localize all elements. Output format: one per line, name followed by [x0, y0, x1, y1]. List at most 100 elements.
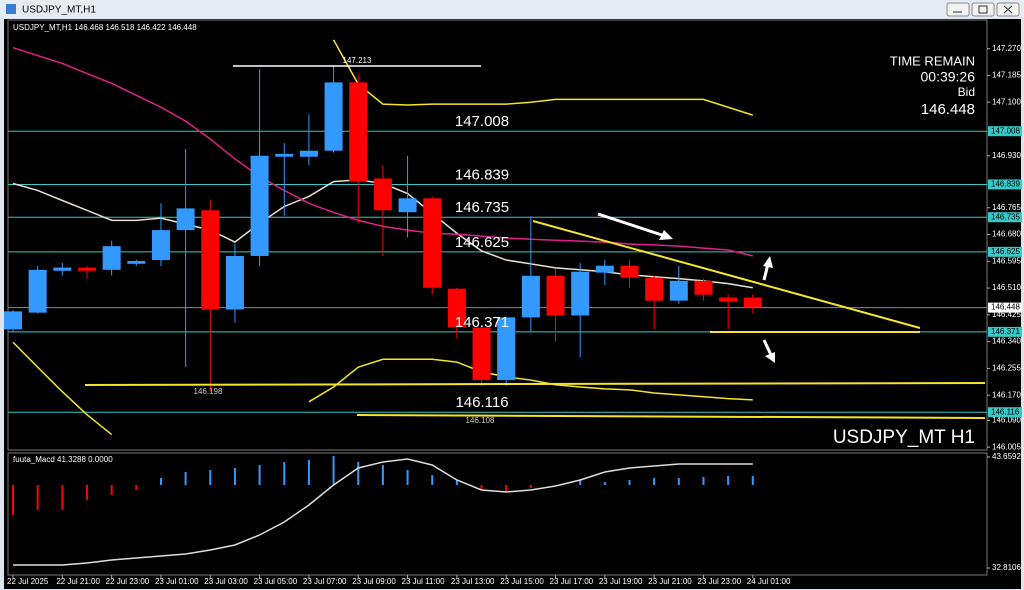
- candle-body: [102, 246, 121, 270]
- x-tick-label: 23 Jul 03:00: [204, 577, 248, 586]
- candle-body: [201, 210, 220, 310]
- x-tick-label: 23 Jul 15:00: [500, 577, 544, 586]
- candle-body: [77, 267, 96, 271]
- candle-body: [669, 280, 688, 301]
- y-tick-label: 147.185: [992, 71, 1021, 80]
- x-tick-label: 23 Jul 05:00: [254, 577, 298, 586]
- icon: [978, 5, 988, 14]
- candle-body: [521, 275, 540, 318]
- level-label: 146.371: [455, 314, 509, 331]
- candle-body: [595, 265, 614, 273]
- candle-body: [28, 269, 47, 313]
- restore-button[interactable]: [971, 2, 995, 17]
- x-tick-label: 23 Jul 19:00: [599, 577, 643, 586]
- level-label: 147.008: [455, 113, 509, 130]
- high-label: 147.213: [343, 56, 372, 65]
- y-tick-label: 146.090: [992, 415, 1021, 424]
- window-icon: [6, 4, 16, 14]
- level-tag: [988, 126, 1022, 137]
- candle-body: [151, 230, 170, 261]
- x-tick-label: 23 Jul 13:00: [451, 577, 495, 586]
- candle-body: [645, 277, 664, 301]
- level-tag-label: 146.116: [991, 407, 1020, 416]
- y-tick-label: 146.510: [992, 283, 1021, 292]
- window-buttons[interactable]: [946, 2, 1020, 17]
- timer-time: 00:39:26: [921, 69, 976, 85]
- x-tick-label: 22 Jul 23:00: [106, 577, 150, 586]
- y-tick-label: 146.680: [992, 230, 1021, 239]
- candle-body: [373, 178, 392, 211]
- candle-body: [571, 271, 590, 316]
- macd-y-tick-label: 32.8106: [992, 563, 1021, 572]
- candle-body: [497, 317, 516, 381]
- trend-line: [532, 220, 921, 329]
- candle-body: [299, 150, 318, 157]
- candle-body: [743, 297, 762, 308]
- candle-body: [4, 311, 22, 330]
- bid-tag: [988, 302, 1022, 313]
- x-tick-label: 23 Jul 09:00: [352, 577, 396, 586]
- candle-body: [176, 208, 195, 231]
- y-tick-label: 146.340: [992, 337, 1021, 346]
- candle-body: [694, 280, 713, 295]
- candle-body: [423, 198, 442, 288]
- y-tick-label: 146.005: [992, 442, 1021, 451]
- level-tag-label: 146.371: [991, 327, 1020, 336]
- level-label: 146.116: [455, 394, 508, 411]
- candle-body: [225, 255, 244, 310]
- x-tick-label: 23 Jul 11:00: [402, 577, 446, 586]
- arrow-head: [659, 230, 673, 240]
- x-tick-label: 23 Jul 07:00: [303, 577, 347, 586]
- level-tag-label: 146.839: [991, 180, 1020, 189]
- candle-body: [398, 198, 417, 213]
- macd-line: [13, 458, 753, 566]
- y-tick-label: 147.270: [992, 44, 1021, 53]
- x-tick-label: 23 Jul 17:00: [550, 577, 594, 586]
- title-bar: [0, 0, 1024, 18]
- bid-tag-label: 146.448: [991, 303, 1020, 312]
- candle-body: [349, 82, 368, 182]
- plot-layer: [4, 39, 987, 436]
- candle-body: [53, 267, 72, 271]
- level-tag: [988, 212, 1022, 223]
- macd-y-tick-label: 43.6592: [992, 452, 1021, 461]
- support-line: [356, 414, 986, 419]
- level-label: 146.735: [455, 199, 509, 216]
- level-tag-label: 147.008: [991, 126, 1020, 135]
- bid-caption: Bid: [958, 85, 975, 99]
- level-tag-label: 146.625: [991, 247, 1020, 256]
- x-tick-label: 23 Jul 01:00: [155, 577, 199, 586]
- level-tag: [988, 179, 1022, 190]
- level-tag: [988, 246, 1022, 257]
- level-tag-label: 146.735: [991, 212, 1020, 221]
- y-tick-label: 146.255: [992, 364, 1021, 373]
- watermark: USDJPY_MT H1: [833, 427, 975, 448]
- x-tick-label: 22 Jul 21:00: [56, 577, 100, 586]
- low2-label: 146.108: [466, 416, 495, 425]
- arrow-head: [763, 256, 773, 268]
- chart-header: USDJPY_MT,H1 146.468 146.518 146.422 146…: [13, 23, 197, 32]
- indicator-line: [332, 39, 754, 116]
- y-tick-label: 146.595: [992, 256, 1021, 265]
- drawn-objects: 147.213 146.198 146.108: [84, 56, 986, 425]
- support-line: [84, 382, 986, 386]
- candle-body: [620, 265, 639, 278]
- candle-body: [250, 155, 269, 256]
- arrow: [597, 212, 666, 238]
- arrow: [762, 339, 773, 356]
- candle-body: [546, 275, 565, 316]
- minimize-button[interactable]: [946, 2, 970, 17]
- arrow-head: [765, 352, 775, 363]
- candle-body: [275, 153, 294, 157]
- level-tag: [988, 407, 1022, 418]
- timer-title: TIME REMAIN: [890, 53, 975, 68]
- low-label: 146.198: [194, 387, 223, 396]
- candle-body: [719, 297, 738, 302]
- candle-body: [127, 260, 146, 264]
- y-tick-label: 146.425: [992, 310, 1021, 319]
- x-tick-label: 24 Jul 01:00: [747, 577, 791, 586]
- y-tick-label: 147.100: [992, 97, 1021, 106]
- level-tag: [988, 326, 1022, 337]
- y-tick-label: 146.930: [992, 151, 1021, 160]
